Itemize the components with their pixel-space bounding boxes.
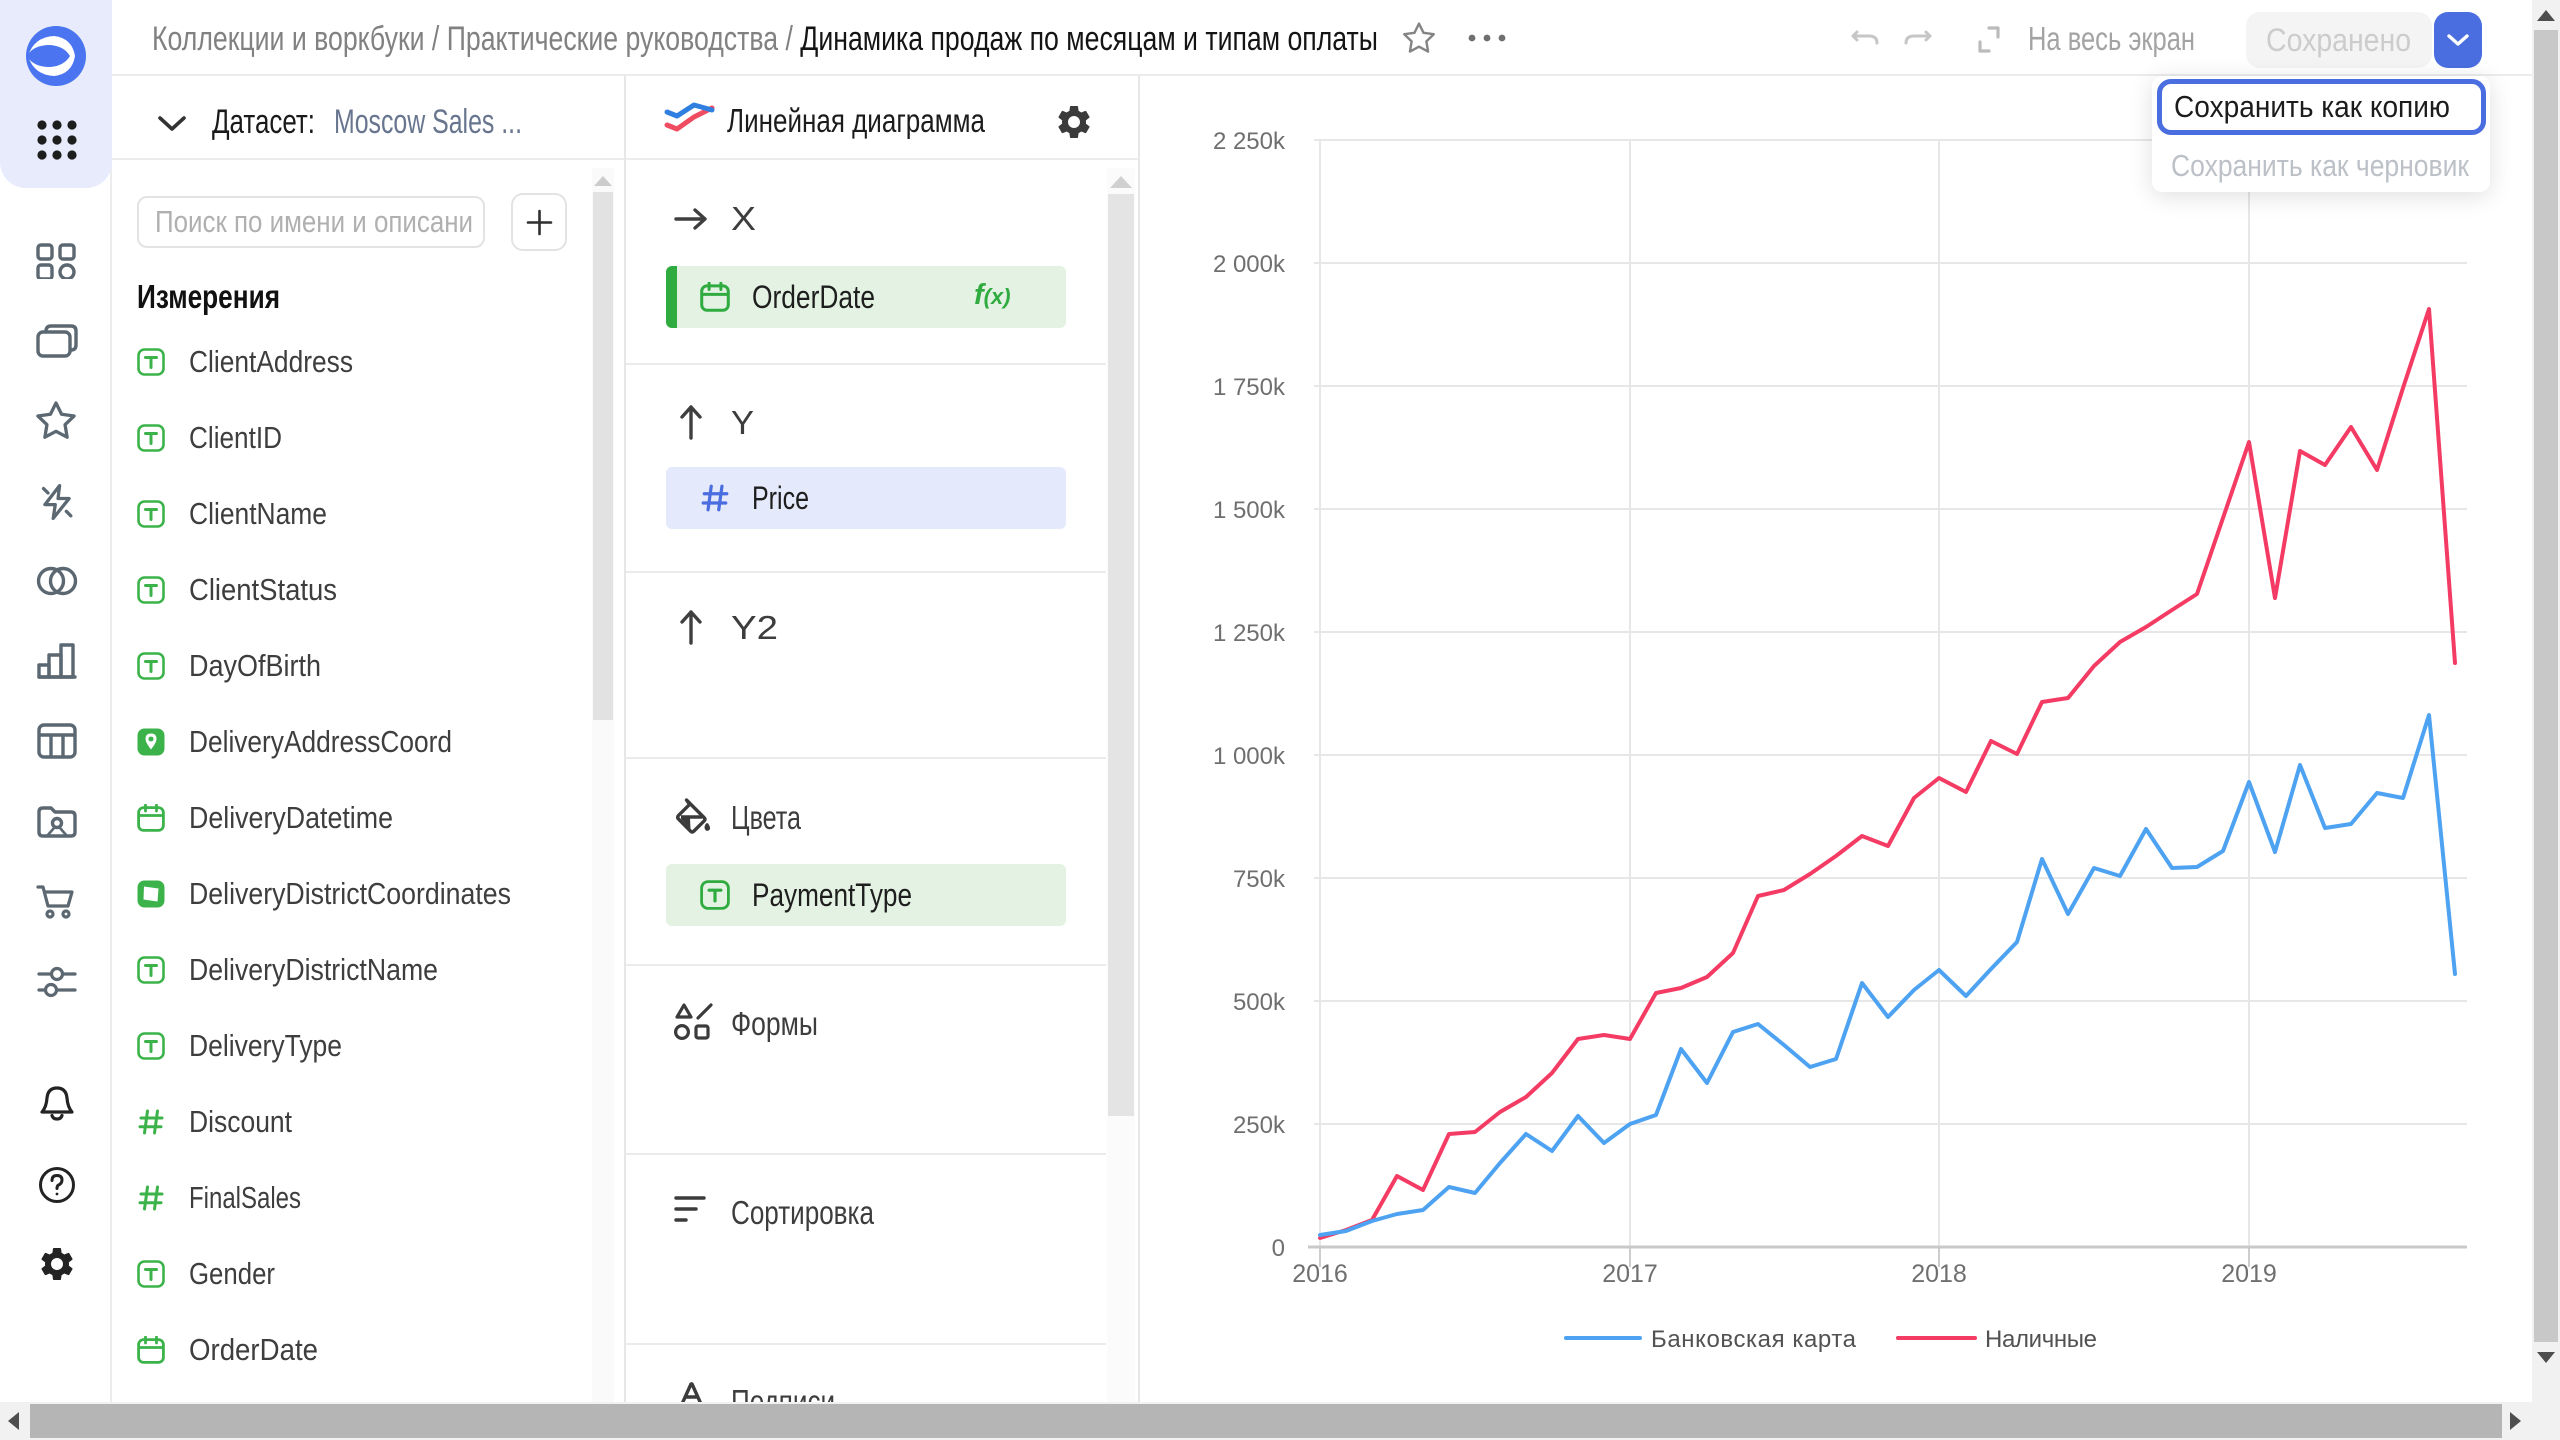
- svg-text:1 000k: 1 000k: [1213, 743, 1286, 770]
- svg-text:0: 0: [1272, 1235, 1285, 1262]
- svg-text:2016: 2016: [1292, 1260, 1348, 1288]
- svg-text:2 250k: 2 250k: [1213, 128, 1286, 155]
- svg-text:2 000k: 2 000k: [1213, 251, 1286, 278]
- svg-text:1 500k: 1 500k: [1213, 497, 1286, 524]
- svg-text:2019: 2019: [2221, 1260, 2277, 1288]
- svg-text:250k: 250k: [1233, 1112, 1286, 1139]
- svg-text:2018: 2018: [1911, 1260, 1967, 1288]
- svg-text:2017: 2017: [1602, 1260, 1658, 1288]
- svg-text:1 750k: 1 750k: [1213, 374, 1286, 401]
- svg-text:750k: 750k: [1233, 866, 1286, 893]
- svg-text:Наличные: Наличные: [1985, 1326, 2097, 1353]
- svg-text:Банковская карта: Банковская карта: [1651, 1326, 1857, 1353]
- svg-text:500k: 500k: [1233, 989, 1286, 1016]
- svg-text:1 250k: 1 250k: [1213, 620, 1286, 647]
